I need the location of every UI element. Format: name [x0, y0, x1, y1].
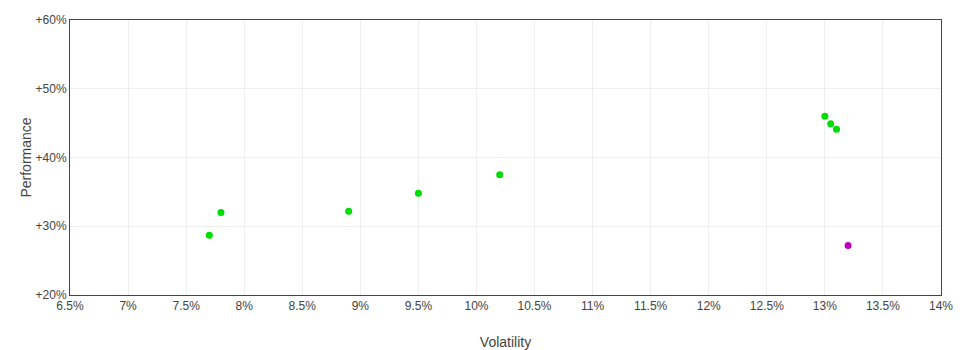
svg-text:8%: 8%: [236, 299, 254, 313]
svg-text:14%: 14%: [929, 299, 953, 313]
svg-text:11%: 11%: [581, 299, 604, 313]
svg-text:12%: 12%: [697, 299, 721, 313]
svg-text:11.5%: 11.5%: [634, 299, 667, 313]
svg-text:7%: 7%: [119, 299, 137, 313]
svg-text:Volatility: Volatility: [480, 334, 531, 350]
svg-text:10.5%: 10.5%: [518, 299, 552, 313]
svg-text:+40%: +40%: [36, 151, 67, 165]
svg-text:+20%: +20%: [36, 288, 67, 302]
svg-text:13.5%: 13.5%: [866, 299, 900, 313]
svg-text:Performance: Performance: [18, 117, 34, 197]
svg-text:+50%: +50%: [36, 82, 67, 96]
svg-text:9%: 9%: [352, 299, 370, 313]
svg-text:7.5%: 7.5%: [172, 299, 200, 313]
svg-text:13%: 13%: [813, 299, 837, 313]
svg-text:10%: 10%: [464, 299, 488, 313]
svg-text:8.5%: 8.5%: [289, 299, 317, 313]
svg-text:9.5%: 9.5%: [405, 299, 433, 313]
svg-text:12.5%: 12.5%: [750, 299, 784, 313]
svg-text:+30%: +30%: [36, 219, 67, 233]
svg-text:+60%: +60%: [36, 13, 67, 27]
svg-text:6.5%: 6.5%: [56, 299, 84, 313]
